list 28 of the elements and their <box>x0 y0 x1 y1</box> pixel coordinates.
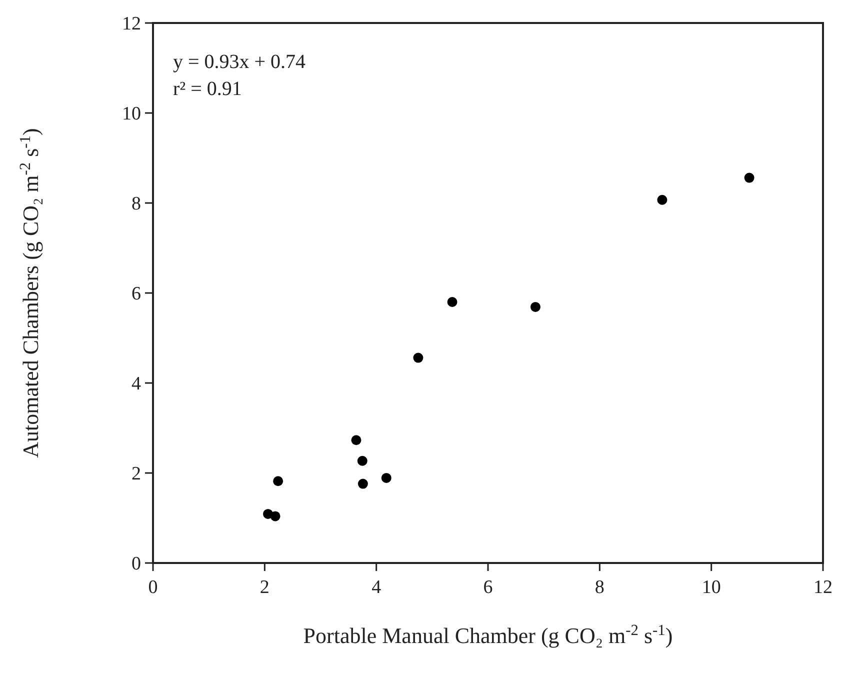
x-axis-title: Portable Manual Chamber (g CO₂ m$^{-2}$ s$^{-1}$) <box>303 622 673 648</box>
x-tick-label: 10 <box>702 577 721 598</box>
y-tick-label: 0 <box>132 554 141 575</box>
y-tick-label: 4 <box>132 374 142 395</box>
y-tick-label: 2 <box>132 464 141 485</box>
x-tick-label: 8 <box>594 577 604 598</box>
point <box>270 511 280 522</box>
y-tick-label: 10 <box>122 104 141 125</box>
point <box>447 297 458 307</box>
point <box>744 172 754 183</box>
point <box>657 194 668 205</box>
point <box>273 476 284 486</box>
x-tick-label: 12 <box>814 577 832 598</box>
x-tick-label: 2 <box>260 577 270 598</box>
annotation: y = 0.93x + 0.74 <box>173 51 306 73</box>
point <box>351 435 362 446</box>
point <box>381 472 392 483</box>
y-tick-label: 12 <box>122 14 141 35</box>
x-tick-label: 6 <box>483 577 493 598</box>
x-tick-label: 0 <box>148 577 158 598</box>
y-tick-label: 6 <box>132 284 141 305</box>
point <box>357 456 368 466</box>
y-tick-label: 8 <box>132 194 141 215</box>
x-tick-label: 4 <box>372 577 382 598</box>
annotation: r² = 0.91 <box>173 78 242 100</box>
point <box>530 302 540 312</box>
point <box>358 478 368 489</box>
point <box>413 352 424 363</box>
